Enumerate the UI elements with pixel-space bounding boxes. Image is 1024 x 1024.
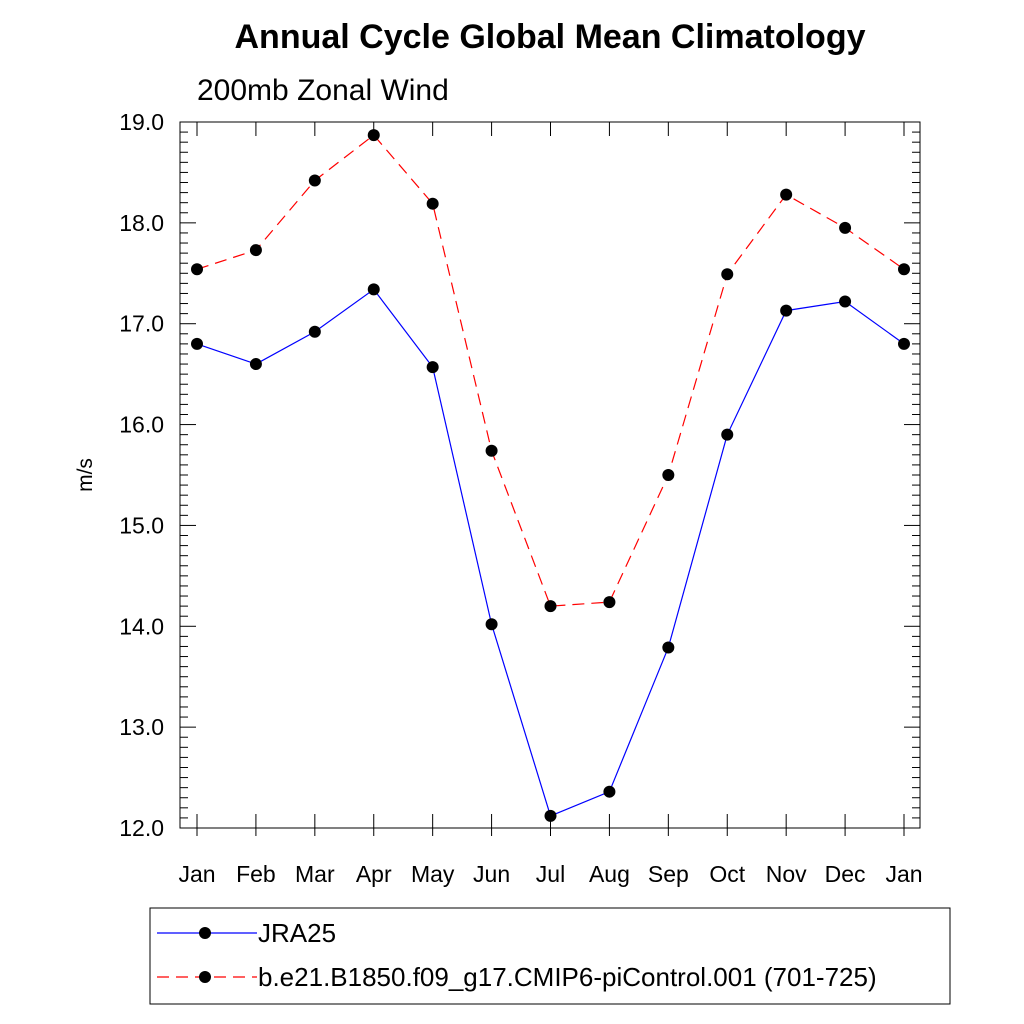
data-point — [721, 268, 734, 281]
series-1 — [191, 283, 910, 822]
data-point — [308, 325, 321, 338]
data-point — [367, 283, 380, 296]
x-tick-label: Mar — [295, 861, 335, 887]
data-point — [426, 361, 439, 374]
data-point — [839, 221, 852, 234]
data-point — [249, 358, 262, 371]
data-point — [191, 263, 203, 276]
series-layer — [191, 129, 910, 822]
data-point — [780, 188, 793, 201]
x-tick-label: Jun — [473, 861, 510, 887]
y-tick-label: 16.0 — [119, 412, 164, 438]
legend-label: JRA25 — [258, 918, 336, 948]
x-tick-label: Jul — [536, 861, 565, 887]
data-point — [898, 337, 910, 350]
data-point — [839, 295, 852, 308]
legend-label: b.e21.B1850.f09_g17.CMIP6-piControl.001 … — [258, 962, 877, 992]
x-tick-label: Apr — [356, 861, 392, 887]
series-line — [196, 288, 905, 817]
data-point — [426, 197, 439, 210]
plot-frame — [179, 121, 921, 829]
data-point — [544, 600, 557, 613]
data-point — [721, 428, 734, 441]
x-tick-label: Jan — [885, 861, 922, 887]
data-point — [898, 263, 910, 276]
chart-subtitle: 200mb Zonal Wind — [197, 74, 449, 107]
y-axis-label: m/s — [74, 458, 97, 492]
data-point — [308, 174, 321, 187]
x-tick-label: Nov — [766, 861, 807, 887]
y-tick-label: 15.0 — [119, 512, 164, 538]
series-2 — [191, 129, 910, 613]
y-tick-label: 13.0 — [119, 714, 164, 740]
legend-marker — [199, 971, 211, 983]
data-point — [485, 444, 498, 457]
chart-title: Annual Cycle Global Mean Climatology — [235, 18, 866, 56]
data-point — [191, 337, 203, 350]
data-point — [485, 618, 498, 631]
data-point — [662, 469, 675, 481]
data-point — [544, 809, 557, 822]
y-tick-label: 14.0 — [119, 613, 164, 639]
series-line — [196, 134, 905, 607]
data-point — [780, 304, 793, 317]
y-tick-label: 19.0 — [119, 109, 164, 135]
x-tick-label: Feb — [236, 861, 276, 887]
x-tick-label: Aug — [589, 861, 630, 887]
x-tick-label: Oct — [709, 861, 745, 887]
y-tick-label: 17.0 — [119, 311, 164, 337]
x-tick-label: Dec — [825, 861, 866, 887]
x-tick-label: Sep — [648, 861, 689, 887]
legend-box — [149, 907, 951, 1005]
data-point — [603, 596, 616, 609]
data-point — [603, 785, 616, 798]
y-tick-label: 18.0 — [119, 210, 164, 236]
y-tick-label: 12.0 — [119, 815, 164, 841]
data-point — [367, 129, 380, 142]
legend: JRA25 b.e21.B1850.f09_g17.CMIP6-piControl… — [157, 918, 877, 992]
legend-marker — [199, 927, 211, 939]
data-point — [249, 244, 262, 257]
axes: 12.0 13.0 14.0 15.0 16.0 17.0 18.0 19.0 Jan Feb Ma… — [119, 109, 922, 887]
data-point — [662, 641, 675, 654]
x-tick-label: May — [411, 861, 455, 887]
x-tick-label: Jan — [178, 861, 215, 887]
